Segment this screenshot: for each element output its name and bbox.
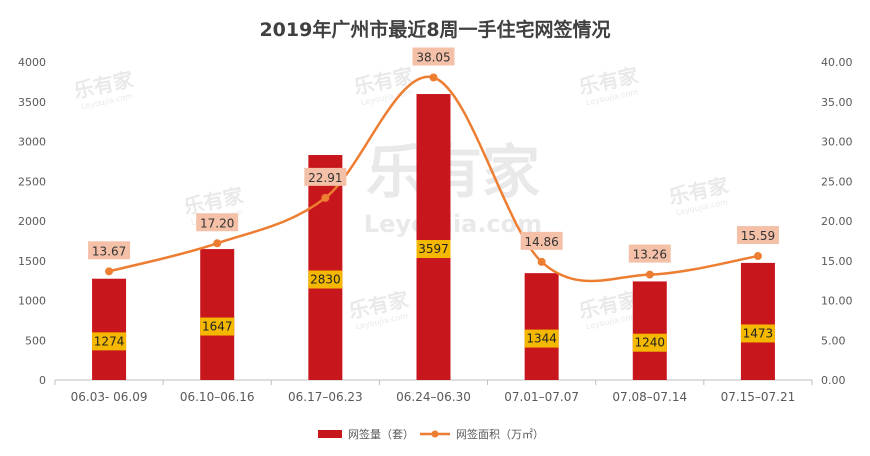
bar-label-box bbox=[308, 270, 343, 289]
line-point bbox=[213, 239, 222, 248]
bar-data-labels: 1274 1647 2830 3597 1344 1240 1473 bbox=[92, 240, 775, 352]
legend: 网签量（套） 网签面积（万㎡） bbox=[318, 427, 544, 441]
line-label: 14.86 bbox=[524, 235, 558, 249]
right-axis-tick-label: 20.00 bbox=[821, 215, 853, 228]
right-axis-tick-label: 10.00 bbox=[821, 295, 853, 308]
line-label-box bbox=[304, 167, 347, 186]
bar-label-box bbox=[92, 332, 127, 351]
x-axis-tick-label: 07.01–07.07 bbox=[504, 390, 579, 404]
line-point bbox=[537, 257, 546, 266]
x-axis-tick-label: 07.15–07.21 bbox=[721, 390, 796, 404]
line-label-box bbox=[736, 226, 779, 245]
line-label-box bbox=[196, 213, 239, 232]
bar bbox=[524, 273, 559, 380]
line-label-box bbox=[520, 231, 563, 250]
bar-label: 1240 bbox=[635, 336, 666, 350]
left-axis-tick-label: 500 bbox=[25, 334, 46, 347]
legend-label-bar: 网签量（套） bbox=[348, 427, 414, 441]
left-y-axis: 0 500 1000 1500 2000 2500 3000 3500 4000 bbox=[18, 56, 46, 387]
bar-label: 1344 bbox=[526, 332, 557, 346]
x-axis-tick-label: 06.10–06.16 bbox=[180, 390, 255, 404]
bar-label: 3597 bbox=[418, 242, 449, 256]
chart-title: 2019年广州市最近8周一手住宅网签情况 bbox=[259, 18, 610, 41]
bar-series bbox=[92, 94, 775, 380]
x-axis: 06.03- 06.09 06.10–06.16 06.17–06.23 06.24–… bbox=[54, 379, 813, 404]
bar bbox=[92, 278, 127, 380]
bar-label: 1274 bbox=[94, 334, 125, 348]
right-axis-tick-label: 0.00 bbox=[821, 374, 846, 387]
left-axis-tick-label: 0 bbox=[39, 374, 46, 387]
line-label: 15.59 bbox=[741, 229, 775, 243]
line-label-box bbox=[88, 241, 131, 260]
left-axis-tick-label: 3500 bbox=[18, 96, 46, 109]
line-label-box bbox=[628, 244, 671, 263]
x-axis-tick-label: 06.03- 06.09 bbox=[71, 390, 148, 404]
legend-swatch-marker bbox=[431, 430, 439, 438]
bar-label-box bbox=[524, 329, 559, 348]
left-axis-tick-label: 1500 bbox=[18, 255, 46, 268]
right-axis-tick-label: 35.00 bbox=[821, 96, 853, 109]
bar-label: 1647 bbox=[202, 320, 233, 334]
right-axis-tick-label: 5.00 bbox=[821, 334, 846, 347]
right-axis-tick-label: 15.00 bbox=[821, 255, 853, 268]
line-label: 22.91 bbox=[308, 171, 342, 185]
line-label-box bbox=[412, 47, 455, 66]
left-axis-tick-label: 4000 bbox=[18, 56, 46, 69]
line-label: 38.05 bbox=[416, 51, 450, 65]
line-series bbox=[105, 73, 762, 283]
line-point bbox=[429, 73, 438, 82]
right-axis-tick-label: 30.00 bbox=[821, 136, 853, 149]
legend-swatch-bar bbox=[318, 430, 342, 438]
line-point bbox=[105, 267, 114, 276]
watermark-brand-large: 乐有家 bbox=[366, 138, 540, 206]
legend-label-line: 网签面积（万㎡） bbox=[456, 427, 544, 441]
x-axis-tick-label: 07.08–07.14 bbox=[612, 390, 687, 404]
line-point bbox=[321, 193, 330, 202]
left-axis-tick-label: 2500 bbox=[18, 175, 46, 188]
right-axis-tick-label: 40.00 bbox=[821, 56, 853, 69]
left-axis-tick-label: 2000 bbox=[18, 215, 46, 228]
line-label: 17.20 bbox=[200, 216, 234, 230]
right-y-axis: 0.00 5.00 10.00 15.00 20.00 25.00 30.00 35.00 40… bbox=[821, 56, 853, 387]
x-axis-tick-label: 06.17–06.23 bbox=[288, 390, 363, 404]
bar-label-box bbox=[740, 324, 775, 343]
bar-label-box bbox=[632, 333, 667, 352]
bar bbox=[740, 262, 775, 380]
line-label: 13.26 bbox=[633, 248, 667, 262]
bar-label: 1473 bbox=[743, 326, 774, 340]
line-label: 13.67 bbox=[92, 244, 126, 258]
bar-label: 2830 bbox=[310, 273, 341, 287]
left-axis-tick-label: 3000 bbox=[18, 136, 46, 149]
x-axis-tick-label: 06.24–06.30 bbox=[396, 390, 471, 404]
line-point bbox=[645, 270, 654, 279]
left-axis-tick-label: 1000 bbox=[18, 295, 46, 308]
bar bbox=[416, 94, 451, 380]
bar bbox=[632, 281, 667, 380]
bar-label-box bbox=[200, 317, 235, 336]
bar bbox=[200, 249, 235, 380]
right-axis-tick-label: 25.00 bbox=[821, 175, 853, 188]
bar-label-box bbox=[416, 240, 451, 259]
line-data-labels: 13.67 17.20 22.91 38.05 14.86 13.26 15.59 bbox=[88, 47, 779, 263]
bar bbox=[308, 155, 343, 380]
line-point bbox=[753, 252, 762, 261]
